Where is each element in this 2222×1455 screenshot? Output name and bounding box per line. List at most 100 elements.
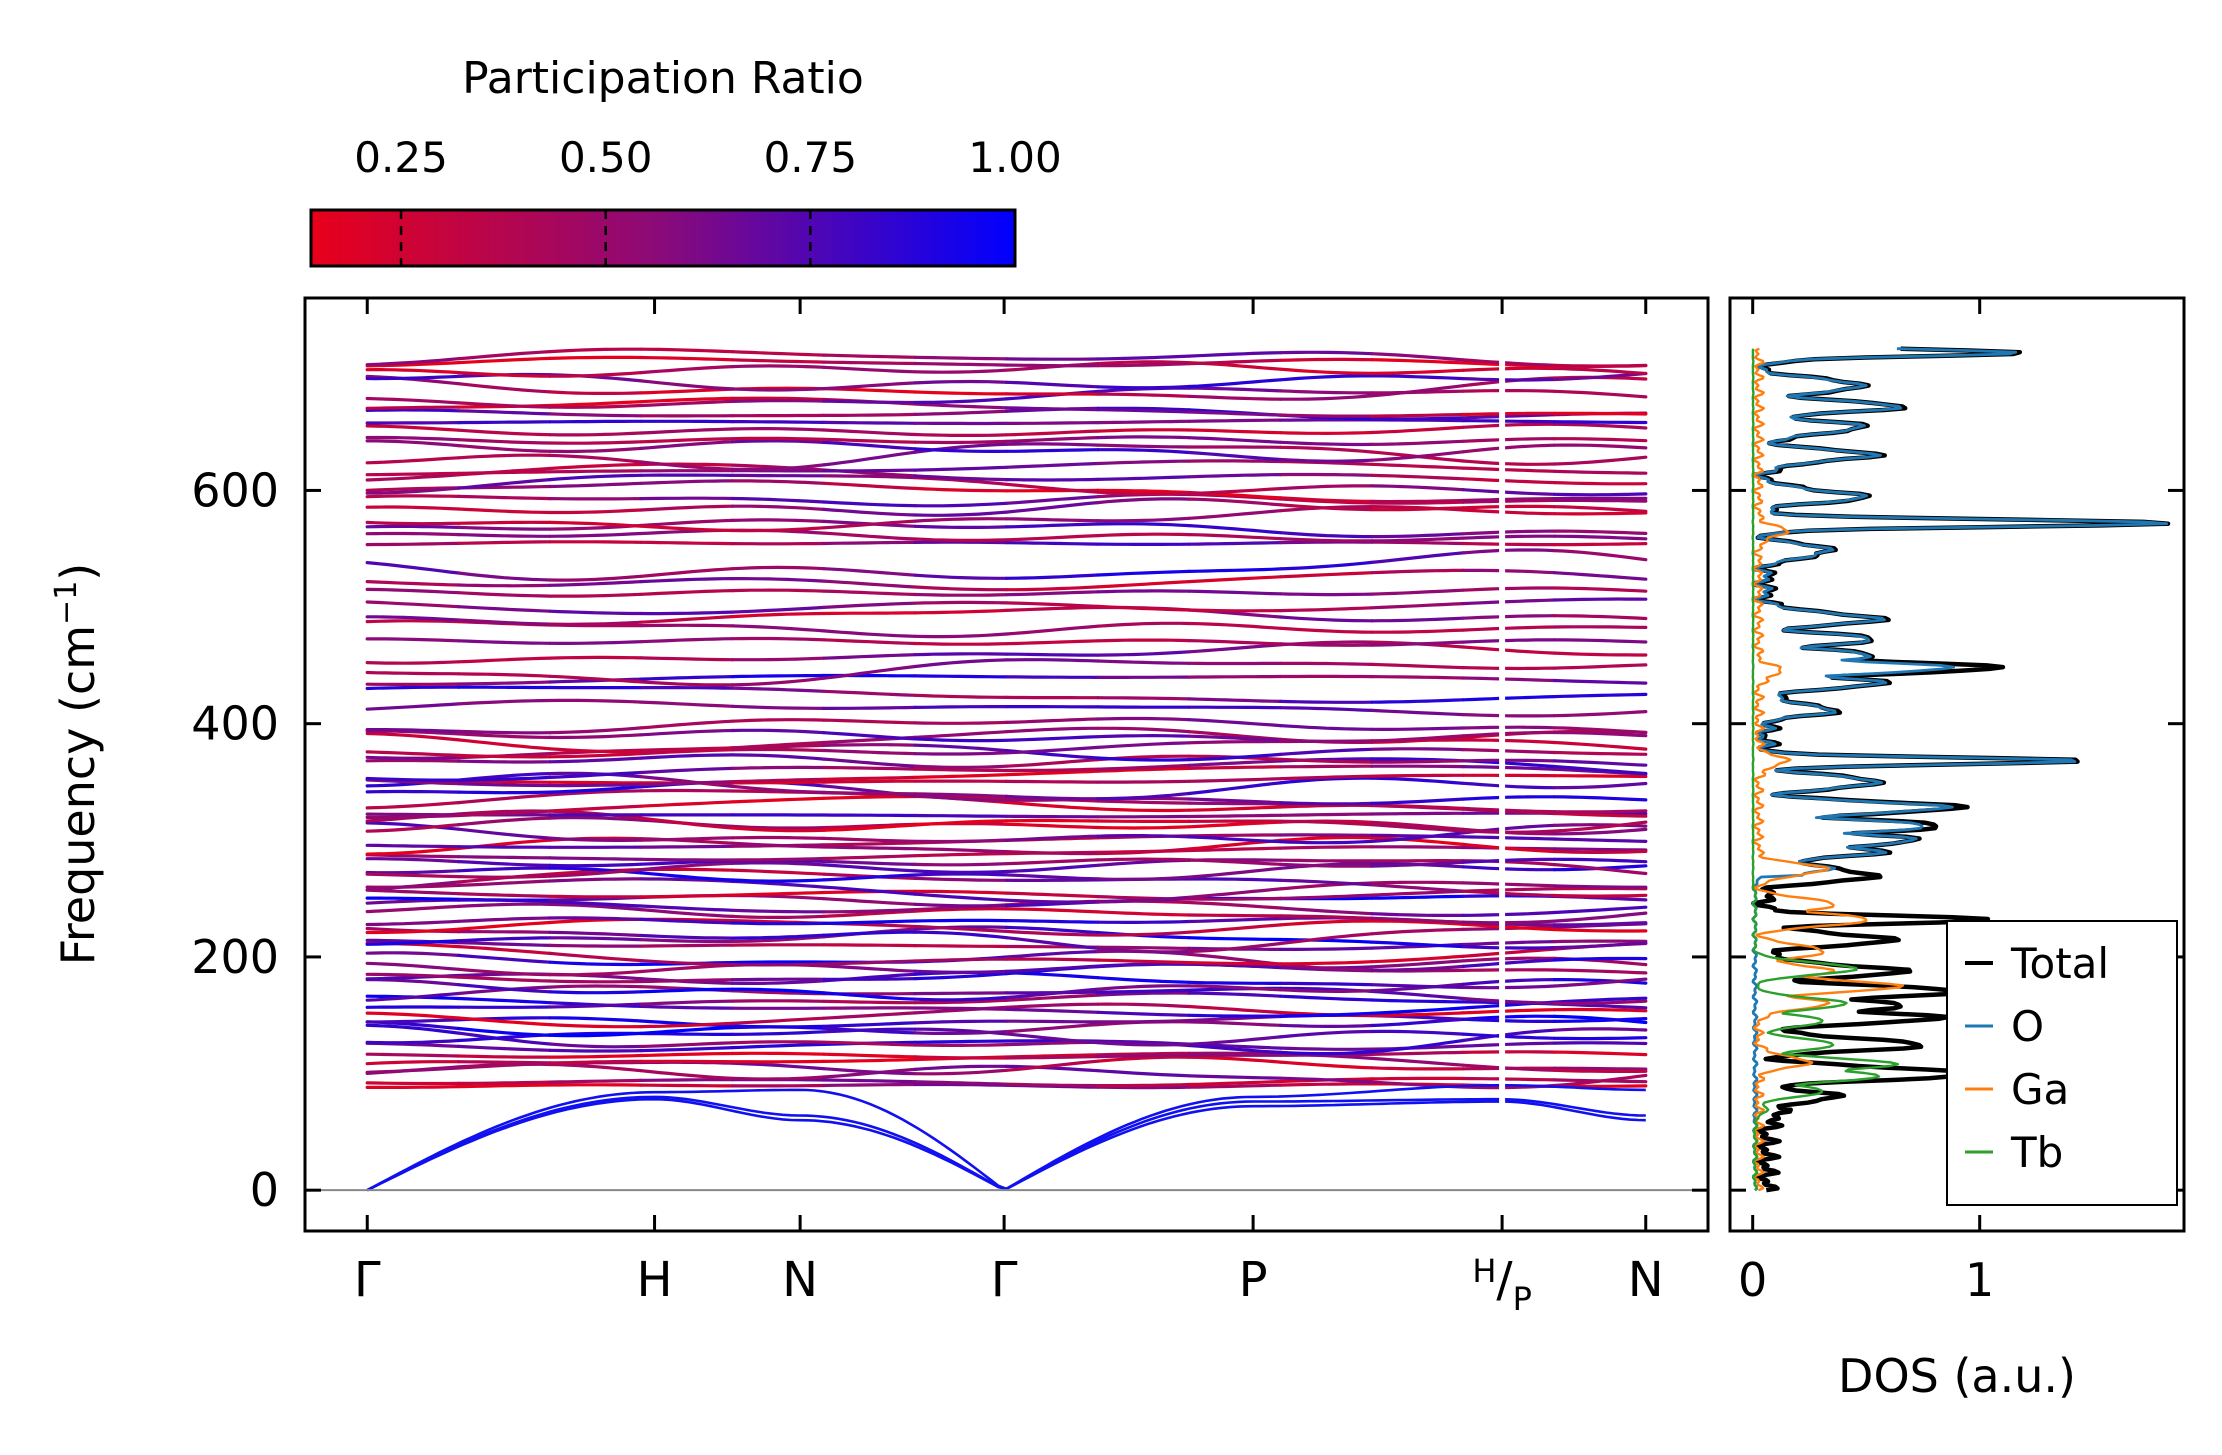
optical-band [365, 857, 1648, 868]
band-segment [730, 673, 826, 679]
band-segment [1096, 930, 1191, 937]
band-segment [639, 355, 735, 362]
kpath-label: H/P [1472, 1252, 1532, 1318]
band-segment [1278, 757, 1374, 764]
band-segment [1461, 541, 1556, 547]
band-segment [913, 751, 1009, 756]
band-segment [1370, 588, 1465, 596]
optical-band [365, 605, 1648, 626]
band-segment [913, 517, 1009, 523]
band-segment [1278, 440, 1374, 447]
band-segment [639, 788, 735, 793]
band-segment [639, 460, 735, 471]
band-segment [1552, 678, 1648, 685]
band-segment [913, 537, 1009, 543]
band-segment [639, 1026, 735, 1035]
band-segment [730, 979, 826, 985]
band-segment [639, 871, 735, 882]
band-segment [457, 533, 552, 538]
band-segment [365, 758, 461, 763]
band-segment [1552, 750, 1648, 756]
band-segment [1278, 858, 1374, 863]
band-segment [1370, 964, 1465, 972]
band-segment [1461, 919, 1556, 925]
band-segment [365, 1052, 461, 1058]
band-segment [730, 463, 826, 471]
band-segment [365, 880, 461, 892]
band-segment [1370, 358, 1465, 365]
band-segment [1461, 413, 1556, 420]
band-segment [822, 775, 917, 781]
band-segment [548, 453, 643, 464]
band-segment [913, 792, 1009, 798]
band-segment [639, 1041, 735, 1049]
colorbar-gradient [309, 208, 1017, 268]
band-segment [1461, 910, 1556, 917]
optical-band [365, 938, 1648, 951]
band-segment [365, 1060, 461, 1066]
band-segment [1096, 945, 1191, 950]
band-segment [457, 775, 552, 782]
band-segment [457, 996, 552, 1005]
band-segment [1552, 1050, 1648, 1057]
band-segment [548, 520, 643, 528]
band-segment [913, 991, 1009, 996]
band-segment [913, 1006, 1009, 1011]
band-segment [548, 540, 643, 544]
band-segment [1004, 745, 1100, 755]
band-segment [1096, 490, 1191, 496]
band-segment [457, 809, 552, 818]
band-segment [1552, 1066, 1648, 1071]
band-segment [822, 1026, 917, 1035]
band-segment [1370, 374, 1465, 381]
band-segment [457, 779, 552, 784]
band-segment [1096, 991, 1191, 997]
band-segment [457, 525, 552, 531]
band-segment [1004, 767, 1100, 773]
band-segment [1370, 940, 1465, 949]
band-segment [1370, 823, 1465, 833]
band-segment [365, 524, 461, 529]
band-segment [822, 519, 917, 530]
band-lines [365, 298, 1648, 1231]
band-segment [1187, 705, 1283, 710]
band-segment [365, 561, 461, 575]
band-segment [1187, 450, 1283, 462]
band-segment [365, 750, 461, 757]
band-segment [1004, 800, 1100, 811]
optical-band [365, 371, 1648, 392]
band-segment [1278, 1050, 1374, 1056]
optical-band [365, 771, 1648, 801]
band-segment [913, 409, 1009, 416]
band-segment [1187, 378, 1283, 389]
band-segment [1278, 472, 1374, 477]
band-segment [1004, 461, 1100, 469]
band-segment [913, 1039, 1009, 1044]
band-segment [1552, 1073, 1648, 1088]
band-segment [1552, 692, 1648, 699]
band-segment [548, 440, 643, 445]
kpath-label: H [637, 1252, 673, 1308]
band-segment [1004, 858, 1100, 866]
band-segment [1552, 411, 1648, 416]
band-segment [1187, 1013, 1283, 1018]
optical-band [365, 636, 1648, 647]
band-segment [1552, 764, 1648, 776]
band-segment [913, 573, 1009, 580]
band-segment [1004, 624, 1100, 636]
band-segment [1278, 626, 1374, 634]
band-segment [1552, 571, 1648, 581]
colorbar-ticks: 0.25 0.50 0.75 1.00 [354, 133, 1062, 266]
band-segment [1187, 436, 1283, 444]
band-segment [1096, 475, 1191, 481]
band-segment [457, 438, 552, 445]
band-segment [913, 705, 1009, 709]
band-segment [457, 983, 552, 994]
band-segment [1096, 1002, 1191, 1009]
band-segment [365, 951, 461, 957]
band-segment [365, 615, 461, 622]
band-segment [457, 1044, 552, 1052]
band-segment [365, 961, 461, 971]
band-segment [822, 859, 917, 866]
band-segment [1461, 956, 1556, 963]
